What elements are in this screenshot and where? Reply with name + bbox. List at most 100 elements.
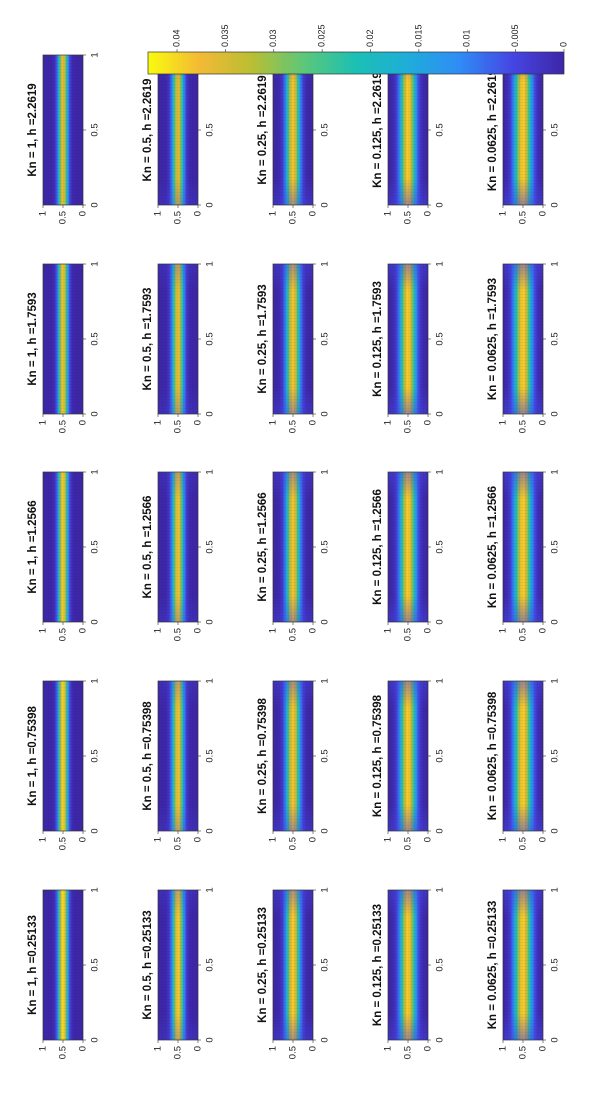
heatmap-panel: 1 0.5 00 0.5 1 Kn = 0.25, h =1.7593: [257, 261, 330, 433]
y-tick-label: 0: [78, 628, 89, 633]
colorbar-tick-label: 0.02: [365, 29, 375, 47]
y-tick-label: 0.5: [173, 837, 184, 850]
x-tick-label: 0: [205, 619, 216, 624]
y-tick-label: 1: [383, 1046, 394, 1051]
x-tick-label: 0.5: [205, 123, 216, 136]
y-tick-label: 0: [308, 420, 319, 425]
mesh-overlay: [158, 55, 198, 205]
y-tick-label: 1: [383, 837, 394, 842]
mesh-overlay: [43, 264, 83, 414]
y-tick-label: 0.5: [58, 1046, 69, 1059]
panel-title: Kn = 0.125, h =0.25133: [372, 904, 384, 1026]
mesh-overlay: [388, 264, 428, 414]
y-tick-label: 0.5: [58, 420, 69, 433]
panel-title: Kn = 0.5, h =2.2619: [142, 79, 154, 182]
mesh-overlay: [158, 264, 198, 414]
x-tick-label: 0.5: [320, 332, 331, 345]
heatmap-panel: 1 0.5 00 0.5 1 Kn = 1, h =1.7593: [27, 261, 100, 433]
x-tick-label: 0.5: [320, 540, 331, 553]
y-tick-label: 0: [78, 420, 89, 425]
x-tick-label: 0: [320, 411, 331, 416]
mesh-overlay: [43, 55, 83, 205]
x-tick-label: 1: [320, 261, 331, 266]
x-tick-label: 0.5: [435, 123, 446, 136]
x-tick-label: 1: [435, 469, 446, 474]
x-tick-label: 1: [90, 469, 101, 474]
colorbar-tick-label: 0.005: [510, 24, 520, 47]
y-tick-label: 1: [153, 211, 164, 216]
y-tick-label: 0.5: [403, 628, 414, 641]
x-tick-label: 0: [320, 828, 331, 833]
heatmap-panel: 1 0.5 00 0.5 1 Kn = 0.125, h =1.7593: [372, 261, 445, 433]
y-tick-label: 1: [268, 211, 279, 216]
y-tick-label: 0: [193, 420, 204, 425]
y-tick-label: 0: [423, 211, 434, 216]
x-tick-label: 1: [320, 887, 331, 892]
y-tick-label: 0: [308, 1046, 319, 1051]
x-tick-label: 0.5: [205, 332, 216, 345]
x-tick-label: 0: [550, 411, 561, 416]
y-tick-label: 0.5: [173, 420, 184, 433]
x-tick-label: 1: [550, 887, 561, 892]
y-tick-label: 0.5: [403, 211, 414, 224]
heatmap-panel: 1 0.5 00 0.5 1 Kn = 1, h =0.25133: [27, 887, 100, 1059]
x-tick-label: 0: [550, 828, 561, 833]
x-tick-label: 0: [550, 619, 561, 624]
x-tick-label: 0: [90, 1037, 101, 1042]
y-tick-label: 1: [498, 211, 509, 216]
panel-title: Kn = 0.25, h =1.7593: [257, 284, 269, 393]
panel-title: Kn = 0.25, h =0.25133: [257, 907, 269, 1023]
y-tick-label: 0: [423, 420, 434, 425]
x-tick-label: 1: [90, 887, 101, 892]
y-tick-label: 1: [38, 420, 49, 425]
y-tick-label: 0: [193, 211, 204, 216]
mesh-overlay: [273, 890, 313, 1040]
x-tick-label: 0.5: [90, 123, 101, 136]
y-tick-label: 0: [538, 837, 549, 842]
y-tick-label: 1: [498, 628, 509, 633]
x-tick-label: 0.5: [550, 749, 561, 762]
y-tick-label: 0.5: [518, 211, 529, 224]
x-tick-label: 0: [435, 202, 446, 207]
x-tick-label: 1: [205, 261, 216, 266]
x-tick-label: 0: [320, 1037, 331, 1042]
x-tick-label: 1: [205, 469, 216, 474]
x-tick-label: 0: [205, 411, 216, 416]
panel-title: Kn = 0.125, h =0.75398: [372, 694, 384, 817]
y-tick-label: 1: [498, 420, 509, 425]
y-tick-label: 0: [538, 628, 549, 633]
heatmap-panel: 1 0.5 00 0.5 1 Kn = 0.5, h =1.7593: [142, 261, 215, 433]
panel-title: Kn = 0.125, h =1.7593: [372, 281, 384, 397]
y-tick-label: 0: [193, 628, 204, 633]
x-tick-label: 0: [90, 411, 101, 416]
heatmap-panel: 1 0.5 00 0.5 1 Kn = 1, h =1.2566: [27, 469, 100, 641]
x-tick-label: 0: [550, 202, 561, 207]
heatmap-panel: 1 0.5 00 0.5 1 Kn = 0.25, h =1.2566: [257, 469, 330, 641]
y-tick-label: 0.5: [288, 211, 299, 224]
x-tick-label: 0.5: [550, 958, 561, 971]
x-tick-label: 0.5: [90, 332, 101, 345]
x-tick-label: 0: [320, 202, 331, 207]
panel-title: Kn = 0.25, h =2.2619: [257, 75, 269, 184]
panel-title: Kn = 0.0625, h =2.2619: [487, 69, 499, 191]
heatmap-panel: 1 0.5 00 0.5 1 Kn = 0.125, h =0.75398: [372, 678, 445, 850]
panel-title: Kn = 1, h =0.25133: [27, 915, 39, 1015]
x-tick-label: 0.5: [90, 749, 101, 762]
x-tick-label: 0: [90, 202, 101, 207]
heatmap-panel: 1 0.5 00 0.5 1 Kn = 0.0625, h =1.7593: [487, 261, 560, 433]
x-tick-label: 0: [435, 1037, 446, 1042]
y-tick-label: 0: [78, 211, 89, 216]
y-tick-label: 0.5: [288, 420, 299, 433]
x-tick-label: 1: [435, 261, 446, 266]
mesh-overlay: [273, 472, 313, 622]
heatmap-panel: 1 0.5 00 0.5 1 Kn = 0.25, h =0.75398: [257, 678, 330, 850]
panel-title: Kn = 0.0625, h =1.2566: [487, 486, 499, 608]
panel-title: Kn = 0.5, h =0.25133: [142, 910, 154, 1019]
mesh-overlay: [43, 472, 83, 622]
y-tick-label: 0: [308, 211, 319, 216]
y-tick-label: 0: [423, 628, 434, 633]
